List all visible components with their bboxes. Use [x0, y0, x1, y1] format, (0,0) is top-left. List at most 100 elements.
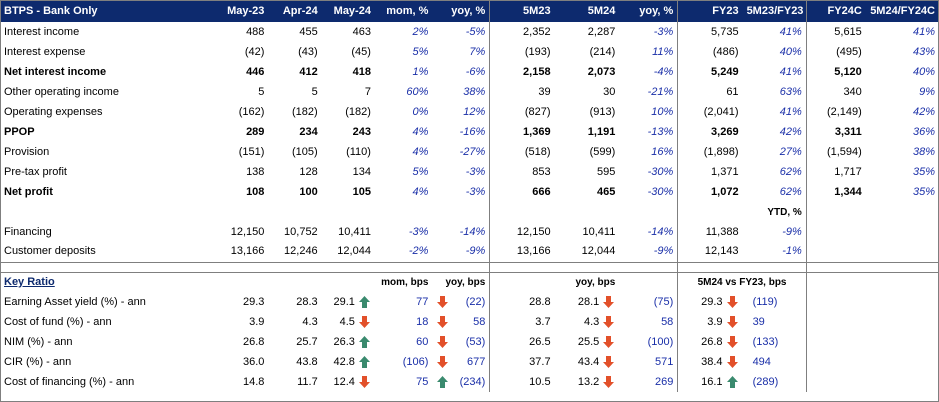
ratio-value: 4.5 [339, 315, 355, 328]
vs-bps-value: (133) [752, 335, 779, 348]
row-value: 2,158 [489, 62, 555, 82]
row-value: 12,044 [554, 242, 620, 263]
table-row: Interest expense (42) (43) (45) 5% 7% (193) (21… [0, 42, 939, 62]
ratio-value: 13.2 [577, 375, 600, 388]
ratio-value: 14.8 [243, 375, 265, 388]
ratio-value-cell: 28.1 [555, 292, 620, 312]
row-label: Financing [4, 225, 52, 238]
arrow-down-icon [726, 355, 739, 368]
ratio-value-cell: 26.3 [322, 332, 375, 352]
ratio-value: 4.3 [302, 315, 318, 328]
key-ratio-title: Key Ratio [0, 271, 204, 292]
row-value: 41% [779, 65, 802, 78]
ratio-row: Cost of financing (%) - ann 14.8 11.7 12.4 … [0, 372, 939, 392]
ratio-value: 37.7 [489, 352, 555, 372]
ratio-row: Cost of fund (%) - ann 3.9 4.3 4.5 18 58 3.7 4… [0, 312, 939, 332]
row-value: 412 [299, 65, 318, 78]
ratio-value: 16.1 [701, 375, 723, 388]
ratio-value: 25.5 [577, 335, 600, 348]
ratio-value: 26.5 [489, 332, 555, 352]
row-value: 10,752 [284, 225, 318, 238]
empty-cell [555, 202, 620, 222]
ratio-value: 26.3 [333, 335, 355, 348]
yoy-bps-value: 269 [654, 375, 674, 388]
row-value: -3% [465, 165, 486, 178]
yoy-bps-value: (22) [465, 295, 486, 308]
empty-cell [268, 202, 321, 222]
empty-cell [743, 262, 807, 272]
row-label: Net interest income [4, 65, 107, 78]
empty-cell [866, 292, 939, 312]
row-value: -9% [432, 242, 490, 263]
row-value: -14% [647, 225, 674, 238]
row-value: -6% [465, 65, 486, 78]
row-value: 38% [912, 145, 935, 158]
row-value: 243 [352, 125, 371, 138]
empty-cell [489, 202, 555, 222]
row-value: -3% [653, 25, 674, 38]
row-value: -2% [374, 242, 433, 263]
empty-cell [203, 271, 269, 292]
row-value: 5,249 [677, 62, 743, 82]
row-value: 12,150 [489, 222, 555, 242]
arrow-down-icon [436, 353, 449, 372]
row-value: (42) [244, 45, 265, 58]
header-cell: 5M23 [489, 0, 555, 22]
arrow-up-icon [358, 355, 371, 368]
yoy-bps-value: 58 [661, 315, 674, 328]
table-row: PPOP 289 234 243 4% -16% 1,369 1,191 -13% 3,269 42… [0, 122, 939, 142]
ratio-value-cell: 26.8 [677, 332, 743, 352]
row-value: -9% [782, 225, 802, 238]
arrow-down-icon [358, 315, 371, 328]
row-value: -14% [459, 225, 486, 238]
arrow-down-icon [358, 375, 371, 388]
vs-bps-value: 494 [752, 355, 771, 368]
row-value: 36% [912, 125, 935, 138]
row-value: 134 [352, 165, 371, 178]
yoy-bps-value: (75) [653, 295, 674, 308]
row-value: 340 [805, 82, 866, 102]
empty-cell [619, 271, 678, 292]
empty-cell [866, 202, 939, 222]
ratio-value: 43.4 [577, 355, 600, 368]
empty-cell [321, 271, 375, 292]
row-label: Pre-tax profit [4, 165, 67, 178]
yoy-bps-value: 677 [466, 355, 486, 368]
ratio-value-cell: 29.1 [322, 292, 375, 312]
table-row: Net profit 108 100 105 4% -3% 666 465 -30% 1,072 6… [0, 182, 939, 202]
empty-cell [0, 262, 204, 272]
row-value: (599) [589, 145, 616, 158]
ratio-value: 36.0 [243, 355, 265, 368]
row-value: 39 [489, 82, 555, 102]
ratio-value-cell: 13.2 [555, 372, 620, 392]
row-value: 62% [779, 185, 802, 198]
row-value: 1,072 [677, 182, 743, 202]
row-value: 12% [463, 105, 486, 118]
row-value: 138 [246, 165, 265, 178]
row-value: 42% [912, 105, 935, 118]
row-value: -21% [647, 85, 674, 98]
header-cell: May-24 [321, 0, 375, 22]
row-value: 60% [406, 85, 429, 98]
yoy-bps-label: yoy, bps [432, 271, 490, 292]
row-value: 12,150 [230, 225, 265, 238]
row-value: 40% [912, 65, 935, 78]
empty-cell [489, 271, 555, 292]
mom-bps-value: 18 [416, 315, 429, 328]
mom-bps-value: (106) [402, 355, 429, 368]
empty-cell [375, 202, 432, 222]
ratio-value: 3.9 [707, 315, 723, 328]
ratio-value-cell: 12.4 [322, 372, 375, 392]
row-value: 4% [412, 125, 429, 138]
row-value: 2,073 [587, 65, 616, 78]
ratio-value: 12.4 [333, 375, 355, 388]
ratio-value: 10.5 [489, 372, 555, 392]
row-label: Other operating income [4, 85, 119, 98]
yoy-bps-value: 58 [473, 315, 486, 328]
vs-bps-value: 39 [752, 315, 765, 328]
row-value: 27% [779, 145, 802, 158]
vs-bps-value: (119) [752, 295, 778, 308]
row-value: 35% [912, 185, 935, 198]
arrow-down-icon [602, 375, 615, 388]
ratio-value-cell: 4.3 [555, 312, 620, 332]
